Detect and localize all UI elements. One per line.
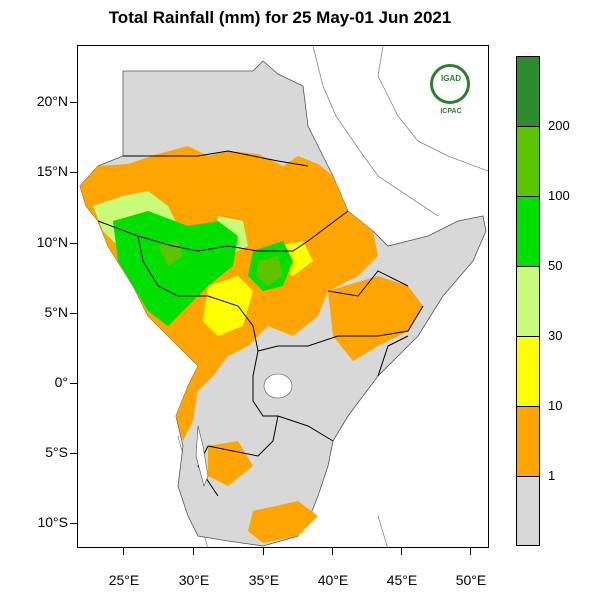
rainfall-map — [77, 45, 489, 548]
legend-colorbar — [516, 56, 540, 546]
legend-label-100: 100 — [548, 188, 570, 203]
lat-tick — [70, 243, 77, 245]
lake-tanganyika — [195, 425, 209, 487]
rain-zone-orange-south — [208, 441, 318, 543]
map-title: Total Rainfall (mm) for 25 May-01 Jun 20… — [108, 8, 452, 27]
legend-label-1: 1 — [548, 468, 556, 483]
rain-zone-orange-east — [328, 276, 423, 361]
legend-label-200: 200 — [548, 118, 570, 133]
lon-label-30e: 30°E — [178, 572, 210, 588]
legend-label-10: 10 — [548, 398, 563, 413]
lat-tick — [70, 523, 77, 525]
rain-zone-green — [113, 211, 293, 326]
coastline-north — [312, 46, 488, 217]
lon-tick — [401, 548, 403, 555]
lon-tick — [470, 548, 472, 555]
legend-swatch — [517, 407, 539, 477]
legend-swatch — [517, 57, 539, 127]
map-canvas — [79, 46, 488, 547]
legend-swatch — [517, 477, 539, 545]
legend-swatch — [517, 197, 539, 267]
igad-logo: IGAD ICPAC — [426, 64, 476, 124]
lat-tick — [70, 383, 77, 385]
legend-label-30: 30 — [548, 328, 563, 343]
lat-label-10n: 10°N — [36, 234, 68, 250]
lon-tick — [123, 548, 125, 555]
lon-tick — [193, 548, 195, 555]
legend-swatch — [517, 267, 539, 337]
lon-label-35e: 35°E — [248, 572, 280, 588]
lon-label-50e: 50°E — [455, 572, 487, 588]
lon-tick — [263, 548, 265, 555]
legend-swatch — [517, 127, 539, 197]
lat-label-20n: 20°N — [36, 93, 68, 109]
lon-label-45e: 45°E — [386, 572, 418, 588]
lat-tick — [70, 102, 77, 104]
legend-swatch — [517, 337, 539, 407]
lon-tick — [332, 548, 334, 555]
lat-tick — [70, 313, 77, 315]
lat-label-5s: 5°S — [45, 444, 68, 460]
lat-label-15n: 15°N — [36, 163, 68, 179]
lat-tick — [70, 172, 77, 174]
lat-tick — [70, 453, 77, 455]
lat-label-10s: 10°S — [37, 514, 68, 530]
lon-label-40e: 40°E — [317, 572, 349, 588]
lon-label-25e: 25°E — [108, 572, 140, 588]
lat-label-5n: 5°N — [44, 304, 69, 320]
lat-label-0: 0° — [54, 374, 68, 390]
logo-emblem-icon — [430, 64, 470, 104]
logo-name: IGAD — [441, 74, 461, 83]
lake-victoria — [263, 373, 293, 399]
logo-subtitle: ICPAC — [440, 108, 462, 115]
country-borders — [97, 150, 424, 497]
legend-label-50: 50 — [548, 258, 563, 273]
